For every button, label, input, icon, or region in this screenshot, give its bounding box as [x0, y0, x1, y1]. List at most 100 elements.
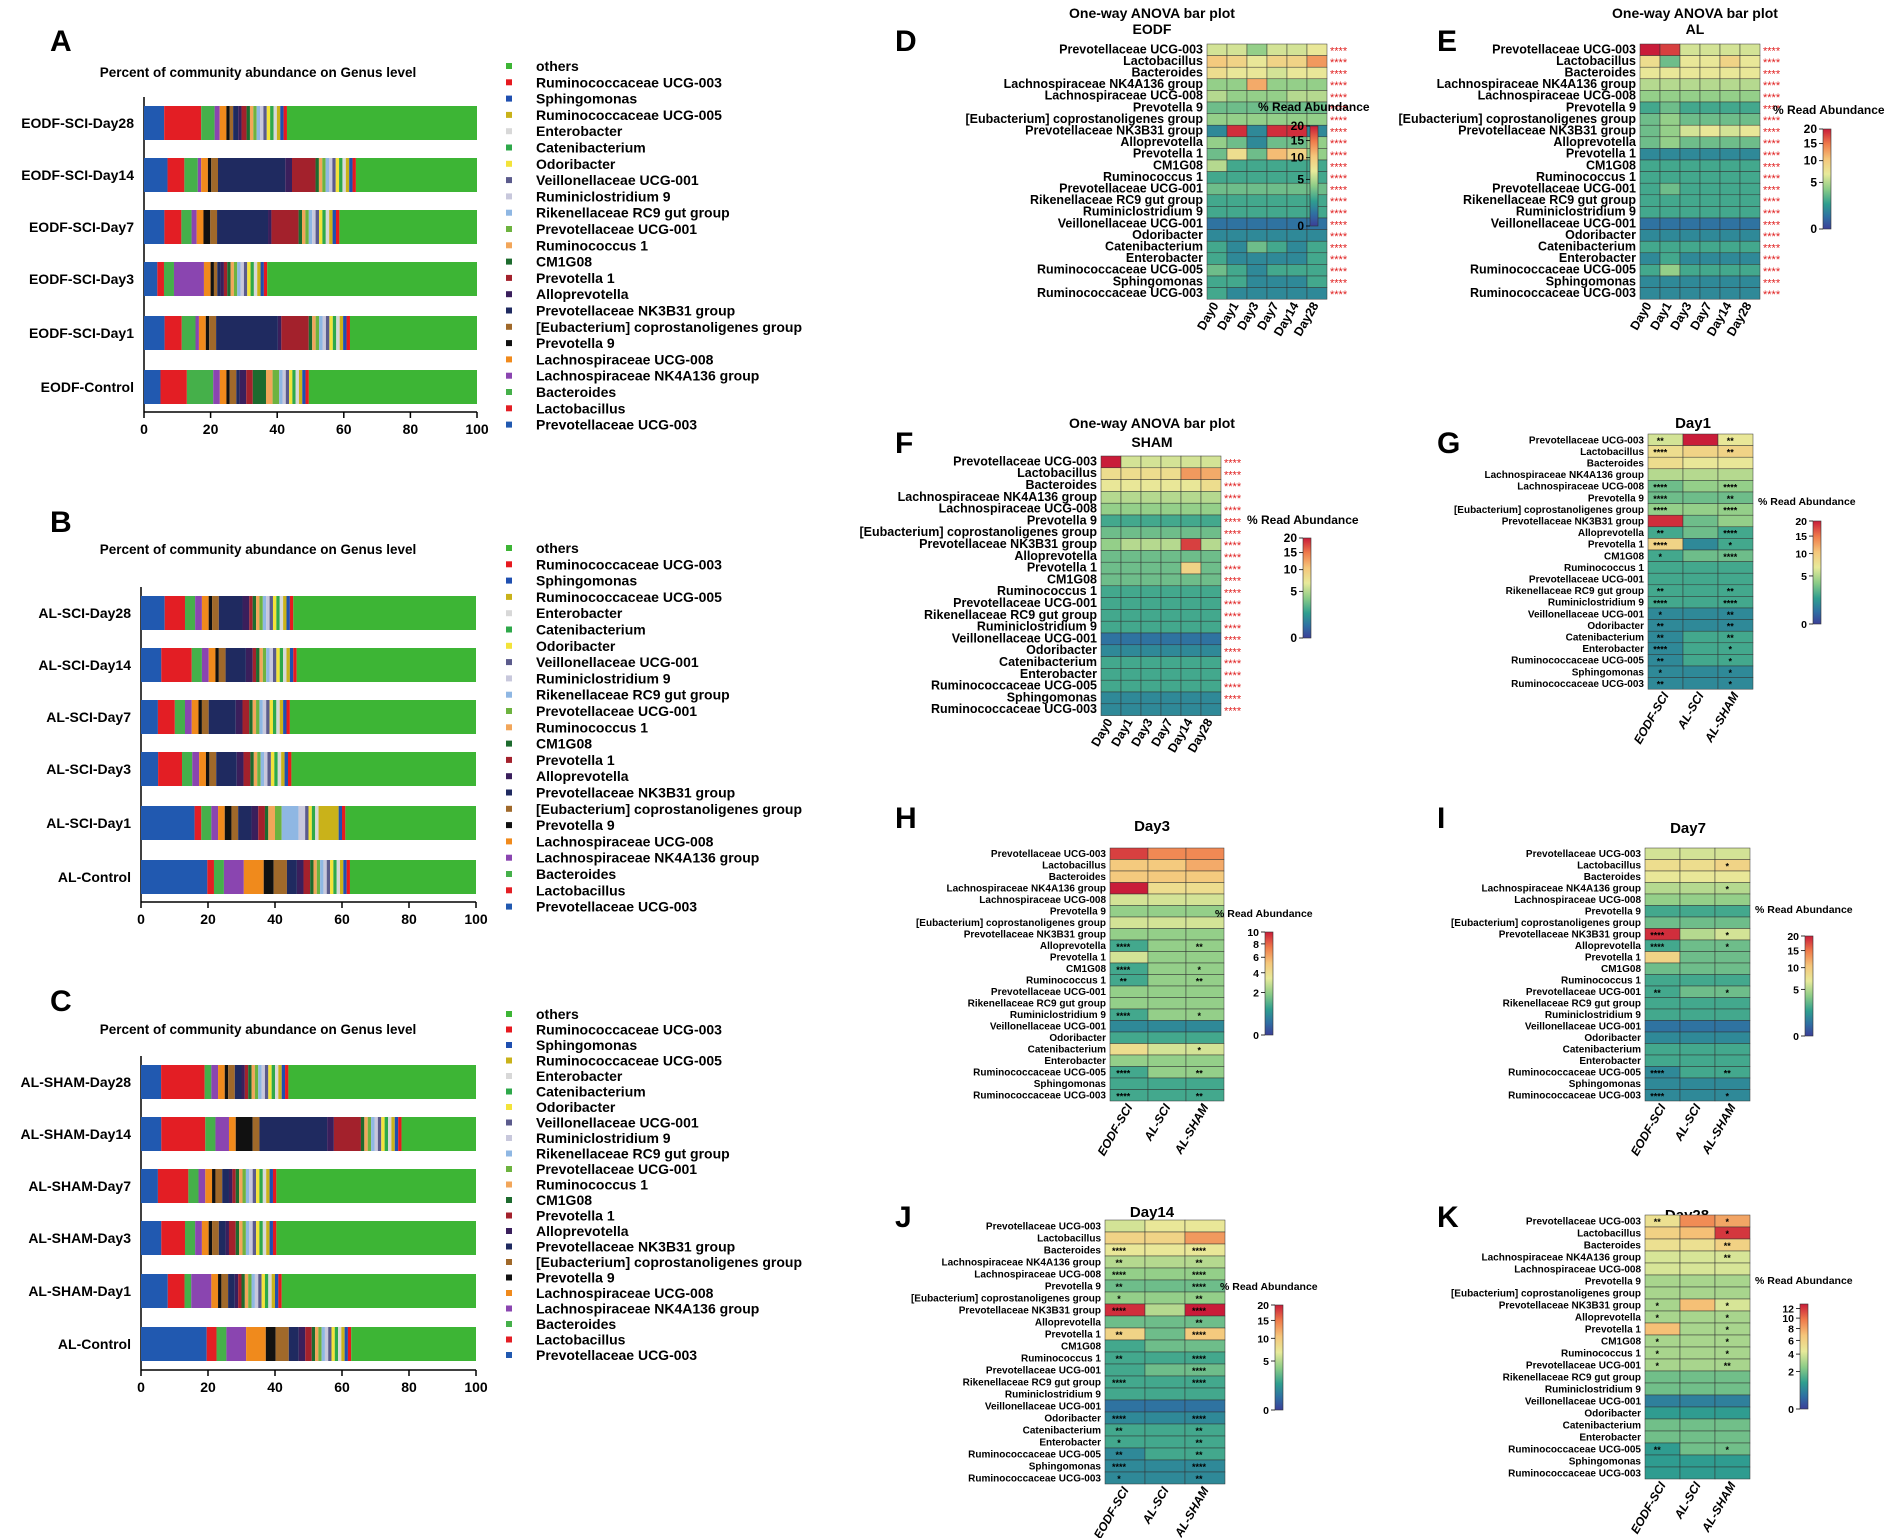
heatmap-cell — [1679, 1442, 1716, 1456]
significance-stars: * — [1725, 988, 1729, 998]
heatmap-cell — [1109, 1043, 1149, 1056]
bar-segment — [264, 1065, 269, 1099]
bar-segment — [254, 1065, 259, 1099]
heatmap-cell — [1714, 928, 1751, 941]
legend-label: Sphingomonas — [536, 1037, 637, 1053]
bar-segment — [216, 1327, 227, 1361]
row-label: Odoribacter — [1044, 1414, 1101, 1425]
heatmap-cell — [1714, 893, 1751, 906]
bar-segment — [343, 316, 347, 350]
category-label: AL-SHAM-Day28 — [21, 1074, 132, 1090]
bar-segment — [336, 860, 341, 894]
row-label: [Eubacterium] coprostanoligenes group — [965, 112, 1203, 126]
heatmap-cell — [1699, 113, 1721, 126]
heatmap-cell — [1659, 90, 1681, 103]
legend-label: Prevotellaceae UCG-001 — [536, 221, 697, 237]
bar-segment — [278, 1274, 282, 1308]
colorbar-tick-label: 10 — [1257, 1333, 1269, 1345]
heatmap-cell — [1246, 124, 1268, 138]
legend-swatch — [506, 1197, 512, 1203]
heatmap-cell — [1120, 585, 1142, 598]
row-label: Ruminococcaceae UCG-005 — [1511, 656, 1644, 667]
bar-segment — [141, 806, 195, 840]
heatmap-cell — [1226, 159, 1248, 172]
bar-segment — [364, 1117, 368, 1151]
heatmap-cell — [1739, 113, 1761, 126]
heatmap-cell — [1679, 287, 1701, 300]
bar-segment — [210, 210, 218, 244]
bar-segment — [242, 700, 250, 734]
colorbar-tick-label: 0 — [1793, 1031, 1799, 1043]
significance-stars: **** — [1330, 266, 1348, 278]
bar-segment — [315, 316, 320, 350]
heatmap-cell — [1679, 90, 1701, 103]
legend-swatch — [506, 838, 512, 845]
heatmap-cell — [1180, 561, 1202, 575]
heatmap-cell — [1140, 479, 1162, 492]
heatmap-cell — [1200, 679, 1222, 693]
heatmap-cell — [1120, 703, 1142, 716]
legend-swatch — [506, 822, 512, 829]
heatmap-cell — [1266, 252, 1288, 265]
heatmap-cell — [1714, 1238, 1751, 1252]
colorbar-tick-label: 20 — [1257, 1300, 1269, 1312]
heatmap-cell — [1659, 206, 1681, 219]
heatmap-cell — [1144, 1447, 1186, 1461]
category-label: AL-SHAM-Day7 — [28, 1178, 131, 1194]
heatmap-cell — [1644, 870, 1681, 883]
heatmap-cell — [1206, 275, 1228, 288]
heatmap-cell — [1682, 526, 1719, 539]
heatmap-cell — [1266, 43, 1288, 56]
heatmap-cell — [1140, 550, 1162, 563]
heatmap-cell — [1206, 264, 1228, 277]
heatmap-cell — [1120, 467, 1142, 480]
bar-segment — [260, 752, 265, 786]
heatmap-cell — [1120, 679, 1142, 693]
legend-swatch — [506, 593, 512, 600]
bar-segment — [256, 1221, 260, 1255]
heatmap-cell — [1286, 275, 1308, 288]
legend-swatch — [506, 854, 512, 861]
row-label: Ruminiclostridium 9 — [1545, 1385, 1642, 1396]
bar-segment — [240, 262, 244, 296]
bar-segment — [286, 648, 290, 682]
significance-stars: **** — [1112, 1246, 1127, 1256]
chart-title: Percent of community abundance on Genus … — [100, 65, 417, 80]
heatmap-cell — [1185, 859, 1225, 872]
bar-segment — [198, 1169, 206, 1203]
heatmap-title: Day14 — [1130, 1204, 1175, 1221]
bar-segment — [339, 316, 344, 350]
bar-segment — [222, 1169, 229, 1203]
bar-segment — [315, 806, 319, 840]
significance-stars: **** — [1763, 69, 1781, 81]
bar-segment — [318, 210, 323, 244]
x-tick-label: 80 — [401, 1379, 417, 1395]
significance-stars: **** — [1116, 942, 1131, 952]
heatmap-cell — [1120, 632, 1142, 646]
heatmap-cell — [1100, 703, 1122, 716]
legend-label: others — [536, 58, 579, 74]
bar-segment — [268, 806, 275, 840]
heatmap-cell — [1180, 609, 1202, 622]
significance-stars: **** — [1330, 185, 1348, 197]
heatmap-cell — [1644, 1008, 1681, 1021]
colorbar-label: % Read Abundance — [1773, 103, 1885, 117]
bar-segment — [269, 596, 273, 630]
bar-segment — [377, 1117, 382, 1151]
significance-stars: **** — [1224, 587, 1242, 599]
row-label: Sphingomonas — [1113, 274, 1203, 288]
bar-segment — [325, 316, 330, 350]
significance-stars: * — [1725, 1313, 1729, 1323]
heatmap-cell — [1679, 1226, 1716, 1240]
heatmap-cell — [1200, 597, 1222, 610]
bar-segment — [281, 806, 299, 840]
row-label: Odoribacter — [1565, 228, 1636, 242]
legend-label: Odoribacter — [536, 638, 616, 654]
heatmap-cell — [1717, 491, 1754, 504]
legend-swatch — [506, 356, 512, 363]
bar-segment — [323, 860, 327, 894]
significance-stars: * — [1117, 1294, 1121, 1304]
significance-stars: **** — [1653, 505, 1668, 515]
heatmap-cell — [1144, 1351, 1186, 1365]
legend-label: Enterobacter — [536, 1068, 623, 1084]
